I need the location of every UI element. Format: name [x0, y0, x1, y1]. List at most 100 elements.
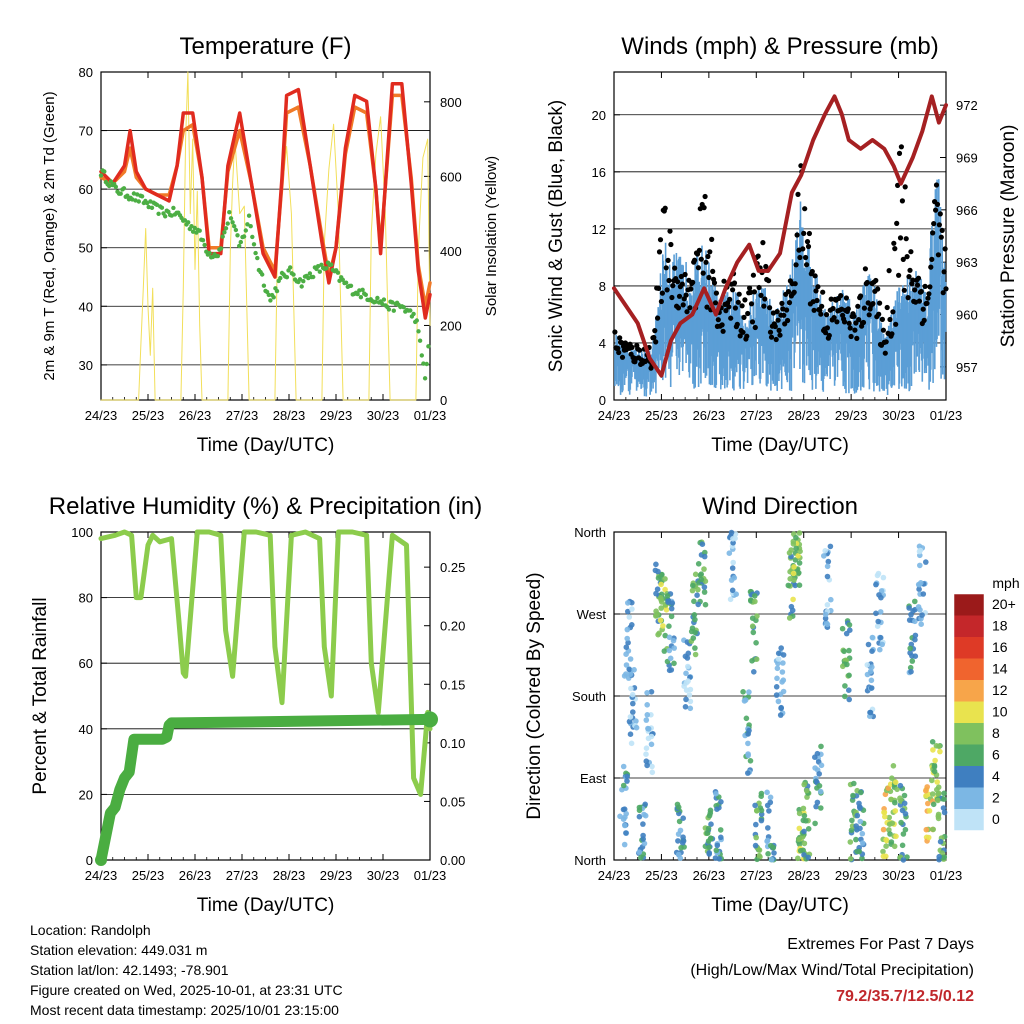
wind-direction-marker: [868, 685, 875, 691]
wind-gust-marker: [637, 347, 643, 353]
colorbar-title: mph: [992, 575, 1019, 591]
wind-direction-marker: [753, 834, 759, 841]
wind-direction-marker: [729, 565, 736, 571]
wind-direction-marker: [745, 752, 751, 759]
wind-direction-marker: [818, 743, 824, 750]
wind-direction-marker: [630, 709, 636, 715]
wind-direction-marker: [754, 613, 760, 619]
dewpoint-marker: [243, 228, 248, 233]
wind-direction-marker: [917, 607, 923, 613]
humidity-xtick-label: 25/23: [132, 868, 165, 883]
wind-gust-marker: [707, 249, 713, 255]
wind-direction-marker: [795, 855, 801, 862]
wind-direction-marker: [633, 724, 640, 731]
wind-direction-marker: [753, 640, 759, 646]
wind-direction-marker: [707, 810, 714, 816]
wind-direction-marker: [640, 821, 646, 827]
dewpoint-marker: [301, 279, 306, 284]
wind-gust-marker: [889, 331, 895, 337]
wind-gust-marker: [792, 281, 798, 287]
wind-direction-marker: [668, 605, 675, 612]
wind-gust-marker: [741, 314, 747, 320]
wind-gust-marker: [666, 277, 672, 284]
dewpoint-marker: [156, 211, 161, 216]
wind-gust-marker: [929, 256, 935, 262]
wind-direction-marker: [643, 717, 650, 723]
wind-direction-marker: [753, 821, 759, 828]
colorbar-swatch: [954, 723, 984, 745]
wind-direction-marker: [687, 698, 694, 705]
dewpoint-marker: [238, 239, 243, 245]
humidity-y2tick-label: 0.00: [440, 853, 465, 868]
dewpoint-marker: [248, 224, 253, 229]
wind-direction-marker: [664, 593, 671, 599]
dewpoint-marker: [159, 205, 165, 210]
dewpoint-marker: [251, 242, 257, 247]
wind-direction-marker: [841, 648, 847, 655]
dewpoint-marker: [375, 295, 380, 301]
wind-direction-marker: [935, 813, 942, 820]
wind-direction-marker: [777, 712, 784, 718]
wind-direction-marker: [756, 852, 762, 859]
wind-direction-marker: [701, 566, 707, 572]
wind-direction-marker: [628, 740, 635, 747]
wind-direction-marker: [695, 601, 701, 608]
wind-direction-marker: [785, 582, 792, 589]
wind-gust-marker: [815, 284, 821, 290]
wind-direction-marker: [932, 757, 938, 764]
wind-direction-marker: [874, 572, 881, 579]
wind-gust-marker: [846, 320, 852, 326]
wind-direction-marker: [657, 617, 664, 624]
wind-direction-marker: [796, 560, 803, 566]
wind-gust-marker: [822, 330, 829, 336]
wind-direction-marker: [891, 843, 898, 850]
wind-direction-marker: [627, 714, 634, 720]
wind-direction-marker: [917, 547, 924, 554]
dewpoint-marker: [139, 194, 145, 199]
latlon-text: Station lat/lon: 42.1493; -78.901: [30, 962, 229, 978]
wind-direction-marker: [749, 615, 756, 621]
wind-direction-marker: [704, 830, 711, 836]
dewpoint-marker: [171, 205, 176, 211]
direction-ytick-label: North: [574, 853, 606, 868]
wind-direction-marker: [786, 615, 793, 621]
wind-gust-marker: [862, 266, 869, 272]
dewpoint-marker: [169, 213, 174, 218]
extremes-title: Extremes For Past 7 Days: [787, 936, 974, 953]
humidity-xlabel: Time (Day/UTC): [197, 895, 335, 916]
wind-direction-marker: [745, 740, 751, 747]
dewpoint-marker: [386, 307, 392, 312]
wind-gust-marker: [794, 232, 800, 238]
dewpoint-marker: [253, 250, 258, 256]
wind-gust-marker: [662, 205, 668, 211]
dewpoint-marker: [149, 205, 155, 210]
wind-direction-marker: [655, 631, 661, 638]
wind-gust-marker: [900, 256, 906, 262]
wind-gust-marker: [921, 317, 927, 323]
wind-direction-marker: [854, 812, 861, 819]
humidity-y2tick-label: 0.25: [440, 560, 465, 575]
wind-direction-marker: [940, 805, 947, 811]
wind-direction-marker: [771, 850, 777, 856]
dewpoint-marker: [186, 220, 191, 225]
direction-title: Wind Direction: [702, 493, 858, 520]
wind-gust-marker: [806, 230, 813, 237]
dewpoint-marker: [163, 214, 168, 219]
wind-direction-marker: [644, 690, 650, 696]
wind-direction-marker: [675, 851, 682, 858]
wind-direction-marker: [886, 814, 892, 821]
wind-gust-marker: [841, 319, 848, 325]
wind-gust-marker: [856, 317, 862, 323]
direction-ytick-label: South: [572, 689, 606, 704]
wind-direction-marker: [753, 656, 760, 662]
wind-gust-marker: [779, 300, 785, 306]
wind-gust-marker: [731, 280, 738, 286]
precipitation-end-marker: [422, 711, 438, 728]
dewpoint-marker: [197, 228, 202, 233]
wind-direction-marker: [877, 609, 884, 615]
wind-direction-marker: [617, 813, 623, 820]
wind-direction-marker: [867, 709, 874, 716]
wind-direction-marker: [803, 818, 809, 824]
wind-direction-marker: [936, 853, 942, 860]
wind-direction-marker: [814, 799, 821, 806]
